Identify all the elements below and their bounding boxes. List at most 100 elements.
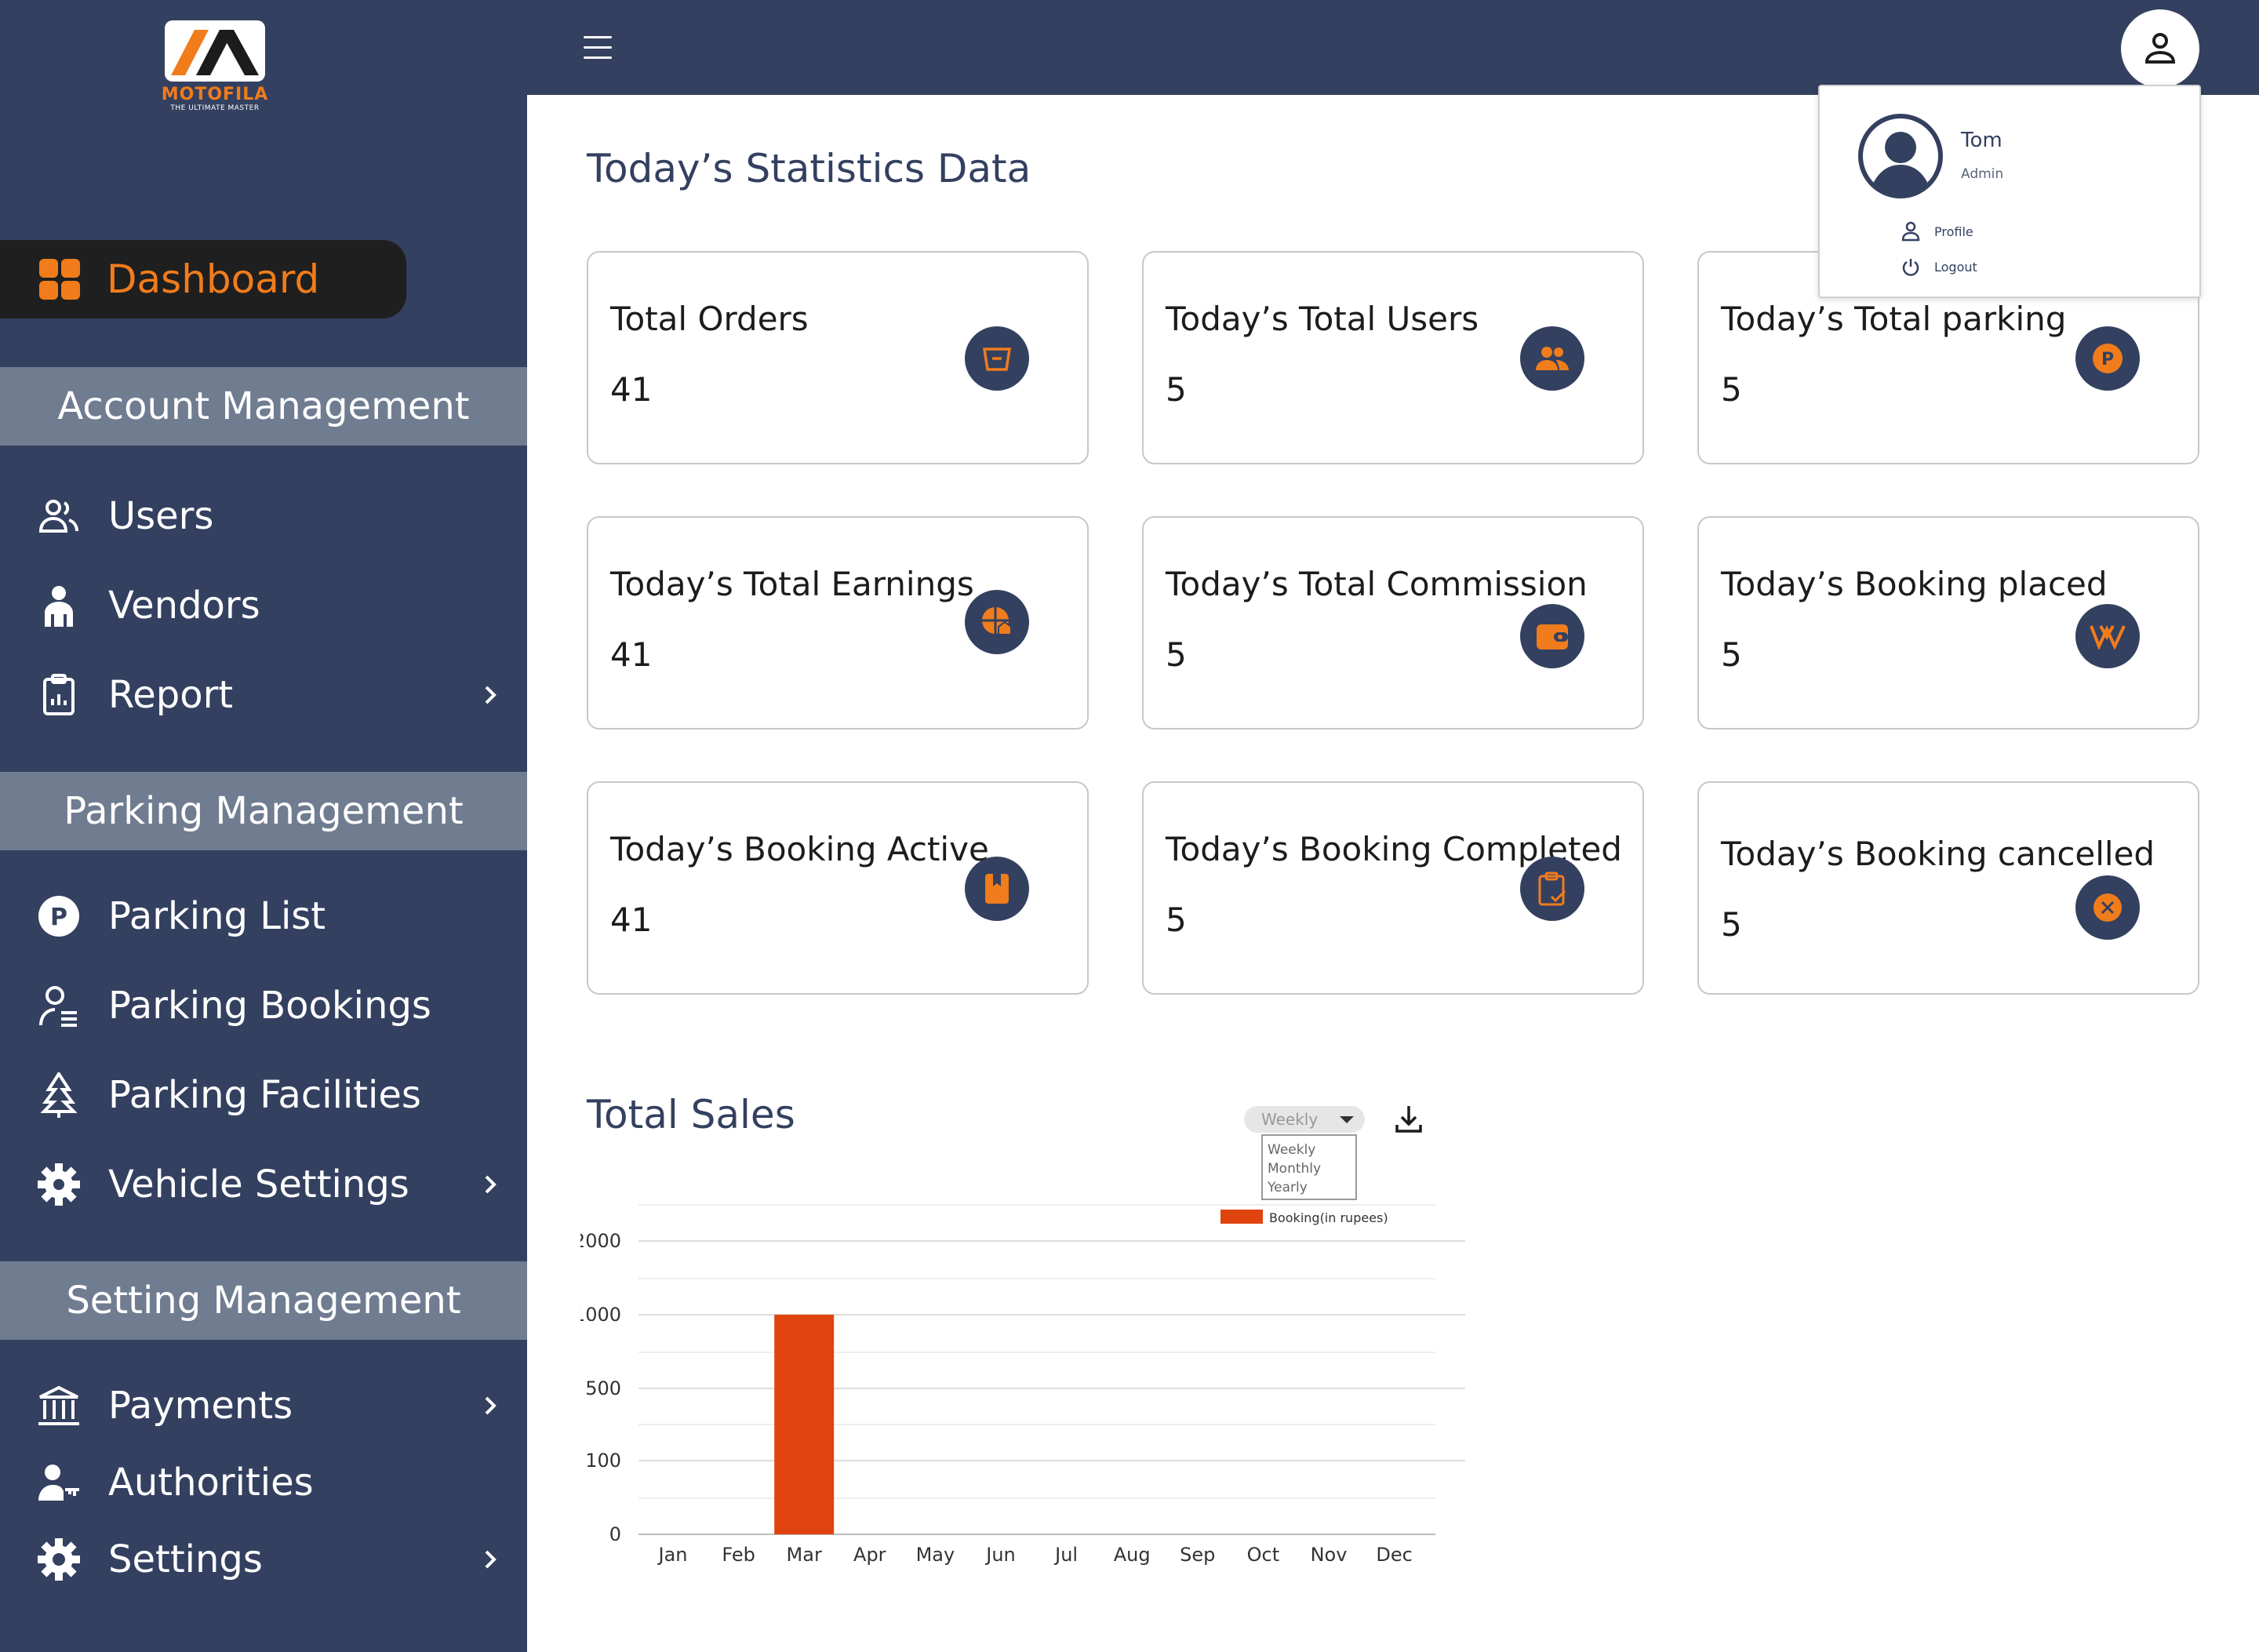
account-button[interactable] bbox=[2121, 9, 2199, 88]
x-tick-label: Apr bbox=[853, 1544, 886, 1566]
logo-mark-icon bbox=[165, 20, 265, 82]
y-tick-label: 100 bbox=[585, 1450, 621, 1472]
card-title: Today’s Total Users bbox=[1166, 300, 1479, 338]
report-icon bbox=[36, 672, 82, 718]
chevron-right-icon bbox=[485, 1175, 497, 1194]
sidebar-item-vendors[interactable]: Vendors bbox=[0, 574, 527, 637]
x-tick-label: Dec bbox=[1376, 1544, 1412, 1566]
sidebar-item-label: Settings bbox=[108, 1537, 263, 1581]
x-tick-label: Sep bbox=[1180, 1544, 1215, 1566]
x-tick-label: Oct bbox=[1247, 1544, 1280, 1566]
chevron-down-icon bbox=[1340, 1116, 1354, 1123]
sidebar-item-dashboard[interactable]: Dashboard bbox=[0, 240, 406, 318]
brand-logo[interactable]: MOTOFILA THE ULTIMATE MASTER bbox=[160, 20, 270, 112]
sidebar-item-vehicle-settings[interactable]: Vehicle Settings bbox=[0, 1153, 527, 1216]
stat-card-total-commission[interactable]: Today’s Total Commission 5 bbox=[1142, 516, 1644, 730]
gear-icon bbox=[36, 1162, 82, 1207]
period-option-weekly[interactable]: Weekly bbox=[1268, 1142, 1316, 1158]
power-icon bbox=[1902, 259, 1919, 276]
logout-link[interactable]: Logout bbox=[1901, 257, 1977, 276]
x-tick-label: Mar bbox=[787, 1544, 822, 1566]
profile-dropdown: Tom Admin Profile Logout bbox=[1818, 85, 2201, 298]
sidebar-item-label: Vehicle Settings bbox=[108, 1163, 409, 1206]
sidebar-item-settings[interactable]: Settings bbox=[0, 1528, 527, 1591]
bar-mar bbox=[774, 1315, 835, 1534]
card-value: 5 bbox=[1721, 370, 1742, 409]
card-title: Today’s Booking Active bbox=[610, 830, 989, 868]
x-tick-label: Aug bbox=[1114, 1544, 1151, 1566]
stat-card-total-orders[interactable]: Total Orders 41 bbox=[587, 251, 1089, 464]
bank-icon bbox=[36, 1383, 82, 1428]
cancel-icon bbox=[2075, 875, 2140, 940]
period-options: Weekly Monthly Yearly bbox=[1261, 1134, 1357, 1200]
sidebar-item-label: Parking Facilities bbox=[108, 1073, 421, 1117]
brand-name: MOTOFILA bbox=[161, 85, 269, 104]
sidebar-item-report[interactable]: Report bbox=[0, 664, 527, 726]
period-option-monthly[interactable]: Monthly bbox=[1268, 1161, 1322, 1177]
user-icon bbox=[2144, 33, 2176, 64]
parking-badge-icon: P bbox=[2075, 326, 2140, 391]
sidebar-item-label: Report bbox=[108, 673, 234, 717]
section-parking-management: Parking Management bbox=[0, 772, 527, 850]
period-option-yearly[interactable]: Yearly bbox=[1268, 1180, 1308, 1195]
profile-name: Tom bbox=[1961, 129, 2003, 152]
card-value: 5 bbox=[1721, 635, 1742, 674]
x-tick-label: Jan bbox=[657, 1544, 688, 1566]
svg-text:P: P bbox=[50, 904, 67, 931]
dashboard-icon bbox=[39, 259, 80, 300]
sidebar-item-payments[interactable]: Payments bbox=[0, 1374, 527, 1437]
sidebar-item-label: Parking List bbox=[108, 894, 326, 938]
clipboard-check-icon bbox=[1520, 857, 1584, 921]
profile-link-label: Profile bbox=[1934, 224, 1973, 239]
stat-card-total-earnings[interactable]: Today’s Total Earnings 41 bbox=[587, 516, 1089, 730]
download-icon[interactable] bbox=[1393, 1103, 1424, 1134]
booking-user-icon bbox=[36, 983, 82, 1028]
stat-card-total-users[interactable]: Today’s Total Users 5 bbox=[1142, 251, 1644, 464]
sidebar-item-authorities[interactable]: Authorities bbox=[0, 1451, 527, 1514]
user-icon bbox=[1901, 221, 1920, 242]
cart-icon bbox=[965, 326, 1029, 391]
sidebar-item-label: Dashboard bbox=[107, 257, 320, 302]
user-key-icon bbox=[36, 1460, 82, 1505]
sidebar-item-users[interactable]: Users bbox=[0, 485, 527, 548]
card-title: Total Orders bbox=[610, 300, 809, 338]
x-tick-label: Jun bbox=[984, 1544, 1016, 1566]
tree-icon bbox=[36, 1072, 82, 1118]
period-select[interactable]: Weekly bbox=[1244, 1106, 1365, 1133]
x-tick-label: Feb bbox=[722, 1544, 755, 1566]
card-value: 41 bbox=[610, 635, 653, 674]
svg-text:P: P bbox=[2101, 350, 2114, 369]
sidebar-item-label: Authorities bbox=[108, 1461, 314, 1505]
logout-link-label: Logout bbox=[1934, 259, 1977, 275]
section-account-management: Account Management bbox=[0, 367, 527, 446]
card-value: 41 bbox=[610, 901, 653, 939]
chevron-right-icon bbox=[485, 686, 497, 704]
card-title: Today’s Booking cancelled bbox=[1721, 835, 2155, 873]
card-value: 41 bbox=[610, 370, 653, 409]
x-tick-label: Jul bbox=[1053, 1544, 1078, 1566]
period-select-value: Weekly bbox=[1261, 1110, 1319, 1129]
top-bar bbox=[527, 0, 2259, 95]
sidebar-item-parking-list[interactable]: P Parking List bbox=[0, 885, 527, 948]
hamburger-icon[interactable] bbox=[584, 36, 612, 60]
sidebar-item-label: Payments bbox=[108, 1384, 293, 1428]
stat-card-booking-completed[interactable]: Today’s Booking Completed 5 bbox=[1142, 781, 1644, 995]
y-tick-label: 2000 bbox=[580, 1230, 621, 1252]
y-tick-label: 500 bbox=[585, 1377, 621, 1399]
profile-link[interactable]: Profile bbox=[1901, 221, 1973, 242]
earnings-icon bbox=[965, 590, 1029, 654]
legend-label: Booking(in rupees) bbox=[1269, 1210, 1388, 1225]
x-tick-label: May bbox=[916, 1544, 955, 1566]
legend-swatch bbox=[1220, 1210, 1263, 1224]
card-title: Today’s Total parking bbox=[1721, 300, 2067, 338]
group-icon bbox=[1520, 326, 1584, 391]
stat-card-booking-cancelled[interactable]: Today’s Booking cancelled 5 bbox=[1697, 781, 2199, 995]
sidebar-item-parking-facilities[interactable]: Parking Facilities bbox=[0, 1064, 527, 1126]
stat-card-booking-active[interactable]: Today’s Booking Active 41 bbox=[587, 781, 1089, 995]
settings-icon bbox=[36, 1537, 82, 1582]
section-setting-management: Setting Management bbox=[0, 1261, 527, 1340]
stat-card-booking-placed[interactable]: Today’s Booking placed 5 bbox=[1697, 516, 2199, 730]
brand-tagline: THE ULTIMATE MASTER bbox=[170, 104, 260, 112]
card-value: 5 bbox=[1166, 370, 1187, 409]
sidebar-item-parking-bookings[interactable]: Parking Bookings bbox=[0, 974, 527, 1037]
